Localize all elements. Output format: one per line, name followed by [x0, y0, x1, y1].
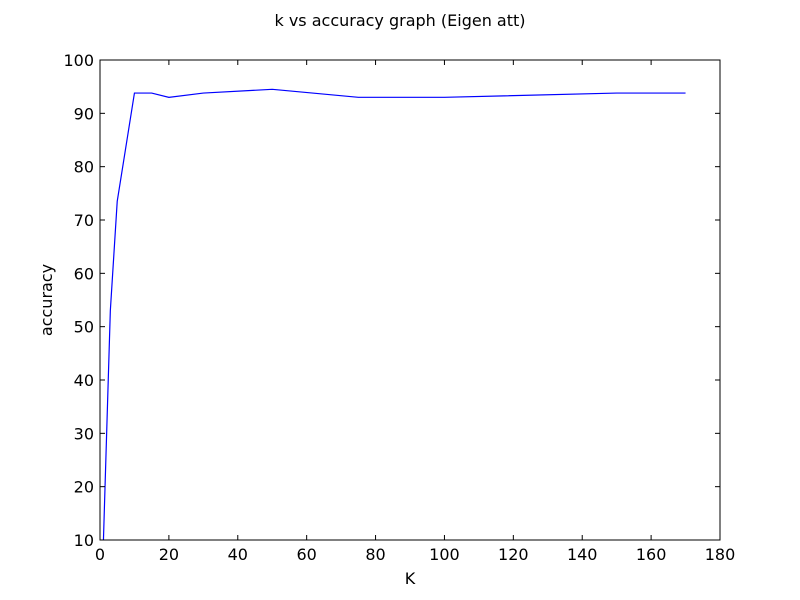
y-axis-label: accuracy	[37, 264, 56, 336]
x-tick-label: 120	[498, 545, 529, 564]
y-tick-label: 30	[74, 424, 94, 443]
y-tick-label: 40	[74, 371, 94, 390]
y-tick-label: 100	[63, 51, 94, 70]
x-tick-label: 20	[159, 545, 179, 564]
x-tick-label: 40	[228, 545, 248, 564]
x-tick-label: 160	[636, 545, 667, 564]
series-line-0	[102, 88, 686, 541]
y-tick-label: 10	[74, 531, 94, 550]
x-tick-label: 80	[365, 545, 385, 564]
y-tick-label: 60	[74, 264, 94, 283]
x-axis-label: K	[405, 569, 416, 588]
x-tick-label: 140	[567, 545, 598, 564]
x-tick-label: 180	[705, 545, 736, 564]
y-tick-label: 20	[74, 478, 94, 497]
chart-title: k vs accuracy graph (Eigen att)	[274, 11, 525, 30]
x-tick-label: 60	[296, 545, 316, 564]
y-tick-label: 50	[74, 318, 94, 337]
x-tick-label: 100	[429, 545, 460, 564]
y-tick-label: 80	[74, 158, 94, 177]
y-tick-label: 90	[74, 104, 94, 123]
x-tick-label: 0	[95, 545, 105, 564]
plot-frame	[99, 59, 721, 541]
y-tick-label: 70	[74, 211, 94, 230]
